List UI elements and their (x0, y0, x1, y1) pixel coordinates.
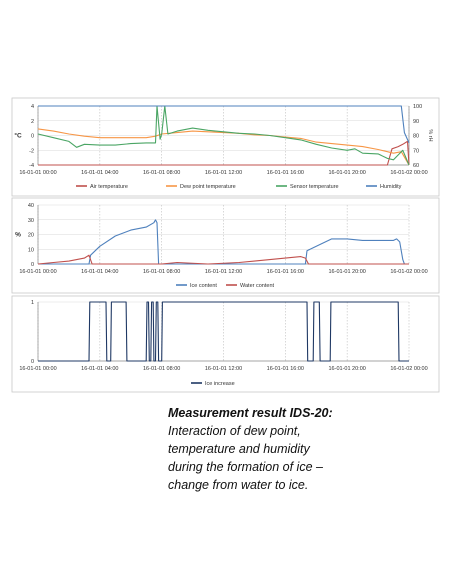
legend-label: Water content (240, 283, 275, 289)
x-tick-label: 16-01-01 08:00 (143, 366, 180, 372)
caption-line: change from water to ice. (168, 478, 309, 492)
y-axis-label: °C (14, 132, 22, 140)
x-tick-label: 16-01-01 12:00 (205, 170, 242, 176)
figure: -4 -2 0 2 4 16-01-01 00:00 16-01-01 04:00 16-01… (11, 97, 440, 393)
x-tick-label: 16-01-01 12:00 (205, 269, 242, 275)
charts-svg: -4 -2 0 2 4 16-01-01 00:00 16-01-01 04:00 16-01… (11, 97, 440, 393)
y-tick-label: -4 (29, 163, 34, 169)
y-tick-label: 20 (28, 233, 34, 239)
legend-label: Ice content (190, 283, 217, 289)
y-tick-label: 2 (31, 119, 34, 125)
y2-tick-label: 90 (413, 119, 419, 125)
y-tick-label: 0 (31, 359, 34, 365)
x-tick-label: 16-01-01 12:00 (205, 366, 242, 372)
x-tick-label: 16-01-01 04:00 (81, 366, 118, 372)
x-tick-label: 16-01-01 08:00 (143, 269, 180, 275)
y-tick-label: 1 (31, 300, 34, 306)
caption: Measurement result IDS-20: Interaction o… (168, 404, 438, 494)
x-tick-label: 16-01-01 04:00 (81, 170, 118, 176)
y-tick-label: 0 (31, 262, 34, 268)
legend-label: Dew point temperature (180, 184, 236, 190)
y2-tick-label: 100 (413, 104, 422, 110)
x-tick-label: 16-01-01 04:00 (81, 269, 118, 275)
series-line (38, 105, 410, 144)
x-tick-label: 16-01-01 00:00 (19, 366, 56, 372)
series-line (38, 140, 410, 166)
x-tick-label: 16-01-01 20:00 (329, 170, 366, 176)
chart-frame (11, 97, 440, 197)
x-tick-label: 16-01-01 08:00 (143, 170, 180, 176)
legend-label: Sensor temperature (290, 184, 339, 190)
x-tick-label: 16-01-01 20:00 (329, 366, 366, 372)
legend-label: Air temperature (90, 184, 128, 190)
y-tick-label: 30 (28, 218, 34, 224)
y-tick-label: 0 (31, 134, 34, 140)
x-tick-label: 16-01-01 20:00 (329, 269, 366, 275)
y-tick-label: 10 (28, 247, 34, 253)
y-axis-label: % (15, 232, 21, 239)
caption-line: temperature and humidity (168, 442, 310, 456)
caption-title: Measurement result IDS-20: (168, 406, 333, 420)
y2-tick-label: 80 (413, 134, 419, 140)
caption-line: Interaction of dew point, (168, 424, 301, 438)
y-tick-label: 4 (31, 104, 34, 110)
x-tick-label: 16-01-02 00:00 (390, 366, 427, 372)
x-tick-label: 16-01-01 16:00 (267, 269, 304, 275)
series-line (37, 254, 409, 265)
y2-axis-label: % rH (427, 129, 433, 141)
legend-label: Ice increase (205, 381, 235, 387)
x-tick-label: 16-01-01 00:00 (19, 269, 56, 275)
x-tick-label: 16-01-01 16:00 (267, 170, 304, 176)
y2-tick-label: 70 (413, 148, 419, 154)
x-tick-label: 16-01-01 00:00 (19, 170, 56, 176)
y2-tick-label: 60 (413, 163, 419, 169)
caption-line: during the formation of ice – (168, 460, 323, 474)
x-tick-label: 16-01-01 16:00 (267, 366, 304, 372)
series-line (38, 301, 409, 362)
series-line (38, 219, 409, 265)
series-line (37, 105, 410, 166)
x-tick-label: 16-01-02 00:00 (390, 269, 427, 275)
y-tick-label: 40 (28, 203, 34, 209)
legend-label: Humidity (380, 184, 402, 190)
y-tick-label: -2 (29, 148, 34, 154)
chart-frame (11, 295, 440, 393)
chart-frame (11, 197, 440, 294)
x-tick-label: 16-01-02 00:00 (390, 170, 427, 176)
